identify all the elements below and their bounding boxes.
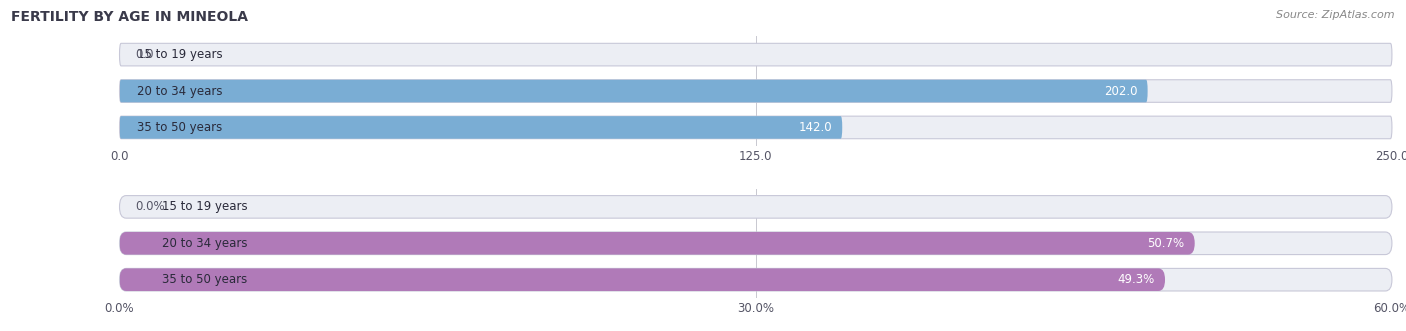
FancyBboxPatch shape (120, 43, 1392, 66)
Text: 20 to 34 years: 20 to 34 years (162, 237, 247, 250)
Text: 50.7%: 50.7% (1147, 237, 1184, 250)
Text: 142.0: 142.0 (799, 121, 832, 134)
FancyBboxPatch shape (120, 116, 842, 139)
FancyBboxPatch shape (120, 80, 1392, 102)
Text: 49.3%: 49.3% (1118, 273, 1154, 286)
Text: 0.0%: 0.0% (135, 200, 165, 213)
FancyBboxPatch shape (120, 116, 1392, 139)
Text: 15 to 19 years: 15 to 19 years (162, 200, 247, 213)
Text: 20 to 34 years: 20 to 34 years (138, 84, 222, 98)
Text: Source: ZipAtlas.com: Source: ZipAtlas.com (1277, 10, 1395, 20)
FancyBboxPatch shape (120, 232, 1392, 255)
FancyBboxPatch shape (120, 268, 1166, 291)
Text: 15 to 19 years: 15 to 19 years (138, 48, 224, 61)
FancyBboxPatch shape (120, 196, 1392, 218)
Text: 202.0: 202.0 (1104, 84, 1137, 98)
Text: FERTILITY BY AGE IN MINEOLA: FERTILITY BY AGE IN MINEOLA (11, 10, 249, 24)
Text: 35 to 50 years: 35 to 50 years (162, 273, 246, 286)
Text: 0.0: 0.0 (135, 48, 153, 61)
Text: 35 to 50 years: 35 to 50 years (138, 121, 222, 134)
FancyBboxPatch shape (120, 80, 1147, 102)
FancyBboxPatch shape (120, 268, 1392, 291)
FancyBboxPatch shape (120, 232, 1195, 255)
